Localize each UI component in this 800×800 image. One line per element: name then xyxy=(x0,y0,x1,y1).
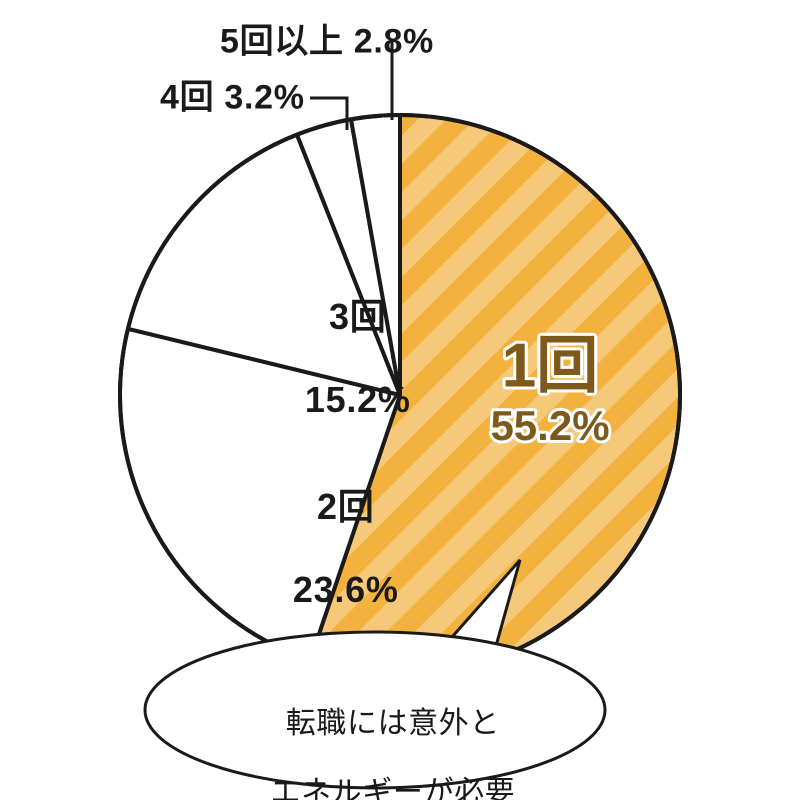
slice-2-value: 23.6% xyxy=(293,569,399,610)
slice-3-label: 3回 15.2% xyxy=(262,255,411,462)
callout-line1: 転職には意外と xyxy=(286,707,500,740)
chart-stage: 1回1回55.2%55.2% 2回 23.6% 3回 15.2% 4回 3.2%… xyxy=(0,0,800,800)
callout-text: 転職には意外と エネルギーが必要 xyxy=(145,673,605,800)
svg-text:1回: 1回 xyxy=(502,331,598,400)
slice-5-label: 5回以上 2.8% xyxy=(220,22,434,61)
slice-4-label: 4回 3.2% xyxy=(160,78,305,117)
slice-3-name: 3回 xyxy=(329,296,386,337)
slice-2-name: 2回 xyxy=(317,486,374,527)
callout-line2: エネルギーが必要 xyxy=(270,776,515,800)
slice-2-label: 2回 23.6% xyxy=(250,445,399,652)
slice-1-label: 1回1回55.2%55.2% xyxy=(490,331,609,449)
svg-text:55.2%: 55.2% xyxy=(490,402,609,449)
slice-3-value: 15.2% xyxy=(305,379,411,420)
